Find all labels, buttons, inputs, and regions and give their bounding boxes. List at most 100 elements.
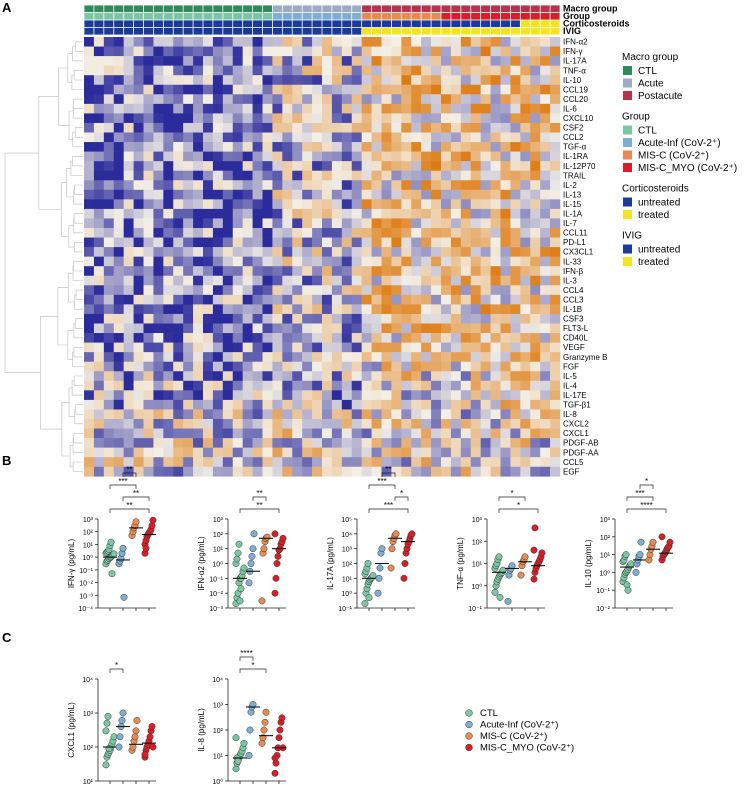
row-label: CSF3 [563,315,584,324]
heatmap-cell [470,256,481,267]
heatmap-cell [113,37,124,47]
heatmap-cell [173,199,184,210]
heatmap-cell [510,247,521,257]
heatmap-cell [302,333,313,343]
heatmap-cell [173,103,184,114]
heatmap-cell [163,275,174,286]
heatmap-cell [460,65,472,76]
heatmap-cell [302,56,313,66]
heatmap-cell [331,247,343,257]
heatmap-cell [222,75,234,86]
heatmap-cell [401,46,412,57]
heatmap-cell [460,161,472,171]
heatmap-cell [431,352,442,362]
heatmap-cell [302,313,313,324]
y-tick-label: 10² [213,728,224,735]
heatmap-cell [371,390,382,401]
heatmap-cell [123,170,134,181]
heatmap-cell [441,142,452,152]
annotation-cell-corticosteroids [193,20,203,28]
heatmap-cell [272,438,283,448]
row-label: CSF2 [563,124,584,133]
heatmap-cell [232,84,243,95]
heatmap-cell [113,132,124,143]
row-label: PD-L1 [563,238,586,247]
heatmap-cell [212,189,224,200]
heatmap-cell [123,132,134,143]
heatmap-cell [540,199,551,210]
heatmap-cell [153,361,164,372]
heatmap-cell [500,228,511,238]
significance-label: *** [635,489,644,498]
heatmap-cell [500,285,511,296]
dendrogram-branch [61,402,71,457]
heatmap-cell [331,380,343,391]
heatmap-cell [480,142,491,152]
y-tick-label: 10² [342,562,353,569]
data-point [531,524,539,532]
annotation-cell-ivig [223,27,233,35]
heatmap-cell [322,46,333,57]
heatmap-cell [302,37,313,47]
heatmap-cell [391,122,402,133]
annotation-cell-ivig [252,27,263,35]
heatmap-cell [163,170,174,181]
heatmap-cell [470,113,481,124]
heatmap-cell [530,56,541,66]
heatmap-cell [500,428,511,439]
heatmap-cell [203,218,214,229]
heatmap-cell [203,399,214,410]
annotation-cell-macro [332,5,342,13]
heatmap-cell [113,266,124,277]
heatmap-cell [252,142,263,152]
heatmap-cell [242,84,253,95]
heatmap-cell [322,428,333,439]
heatmap-cell [361,113,372,124]
heatmap-cell [520,94,531,105]
heatmap-cell [193,438,204,448]
heatmap-cell [292,161,303,171]
heatmap-cell [460,361,472,372]
data-point [132,518,140,526]
heatmap-cell [530,151,541,162]
heatmap-cell [123,428,134,439]
heatmap-cell [222,447,234,458]
y-tick-label: 10³ [472,517,483,524]
data-point [496,593,504,601]
heatmap-cell [183,208,194,219]
heatmap-cell [262,313,273,324]
heatmap-cell [262,266,273,277]
y-tick-label: 10⁰ [471,583,482,591]
heatmap-cell [212,228,224,238]
heatmap-cell [331,371,343,382]
heatmap-cell [520,247,531,257]
heatmap-cell [163,247,174,257]
heatmap-cell [421,75,432,86]
heatmap-cell [341,218,353,229]
heatmap-cell [252,275,263,286]
heatmap-cell [480,457,491,468]
annotation-cell-ivig [362,27,372,35]
heatmap-cell [421,218,432,229]
heatmap-cell [232,294,243,305]
heatmap-cell [183,65,194,76]
heatmap-cell [460,457,472,468]
heatmap-cell [480,113,491,124]
heatmap-cell [252,75,263,86]
legend-label: CTL [480,708,498,719]
heatmap-cell [153,180,164,191]
heatmap-cell [222,151,234,162]
heatmap-cell [411,142,422,152]
annotation-cell-ivig [104,27,114,35]
heatmap-cell [401,199,412,210]
heatmap-cell [292,151,303,162]
heatmap-cell [123,409,134,420]
heatmap-cell [520,142,531,152]
heatmap-cell [123,142,134,152]
heatmap-cell [520,428,531,439]
heatmap-cell [84,266,95,277]
significance-bracket [368,508,409,513]
heatmap-cell [470,37,481,47]
heatmap-cell [143,256,154,267]
heatmap-cell [450,313,462,324]
